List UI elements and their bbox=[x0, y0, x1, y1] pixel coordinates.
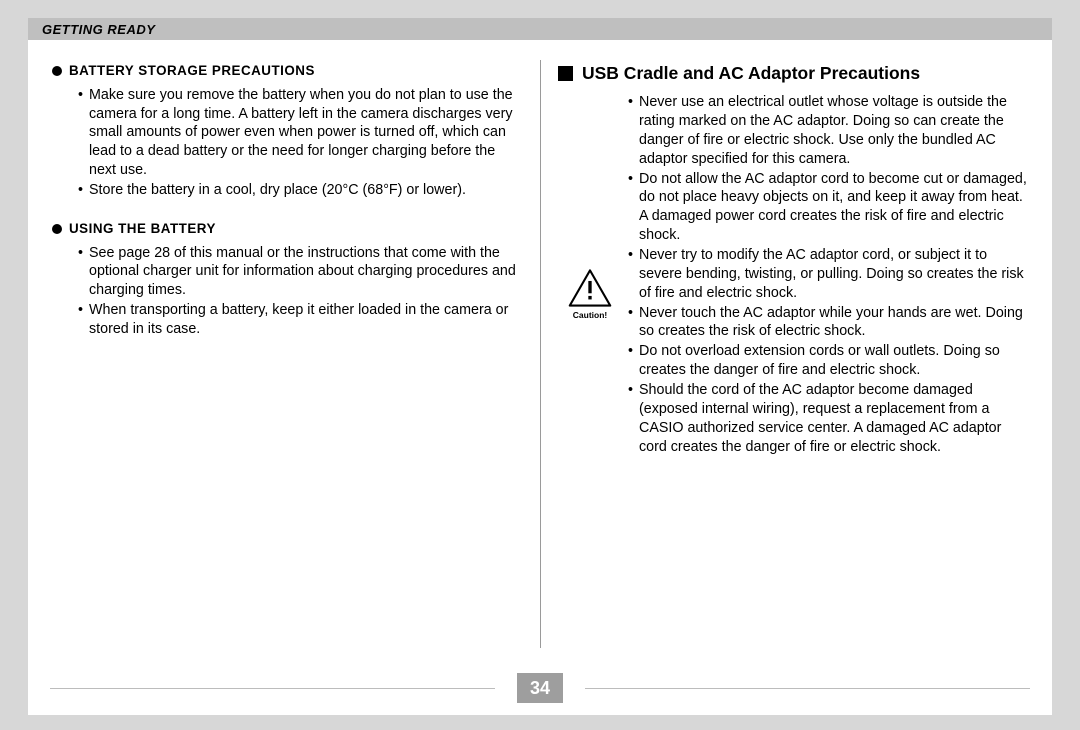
list-item: When transporting a battery, keep it eit… bbox=[78, 301, 522, 339]
caution-block: Caution! bbox=[558, 268, 622, 321]
caution-triangle-icon bbox=[568, 268, 612, 308]
list-item: See page 28 of this manual or the instru… bbox=[78, 244, 522, 301]
list-item: Do not allow the AC adaptor cord to beco… bbox=[628, 170, 1028, 245]
using-battery-list: See page 28 of this manual or the instru… bbox=[52, 244, 522, 339]
list-item: Never use an electrical outlet whose vol… bbox=[628, 93, 1028, 168]
page-container: GETTING READY BATTERY STORAGE PRECAUTION… bbox=[0, 0, 1080, 730]
caution-label: Caution! bbox=[573, 310, 607, 321]
right-column: USB Cradle and AC Adaptor Precautions Ca… bbox=[540, 40, 1052, 668]
footer-rule-left bbox=[50, 688, 495, 689]
list-item: Make sure you remove the battery when yo… bbox=[78, 86, 522, 180]
page-number: 34 bbox=[530, 678, 550, 699]
section-title: BATTERY STORAGE PRECAUTIONS bbox=[69, 62, 315, 80]
content-columns: BATTERY STORAGE PRECAUTIONS Make sure yo… bbox=[28, 40, 1052, 668]
list-item: Should the cord of the AC adaptor become… bbox=[628, 381, 1028, 456]
usb-heading-row: USB Cradle and AC Adaptor Precautions bbox=[558, 62, 1028, 85]
left-column: BATTERY STORAGE PRECAUTIONS Make sure yo… bbox=[28, 40, 540, 668]
page-inner: GETTING READY BATTERY STORAGE PRECAUTION… bbox=[28, 18, 1052, 715]
page-footer: 34 bbox=[28, 671, 1052, 705]
section-heading-using-battery: USING THE BATTERY bbox=[52, 220, 522, 238]
right-body: Caution! Never use an electrical outlet … bbox=[558, 93, 1028, 457]
page-number-box: 34 bbox=[517, 673, 563, 703]
battery-storage-list: Make sure you remove the battery when yo… bbox=[52, 86, 522, 200]
list-item: Never try to modify the AC adaptor cord,… bbox=[628, 246, 1028, 303]
section-heading-battery-storage: BATTERY STORAGE PRECAUTIONS bbox=[52, 62, 522, 80]
header-title: GETTING READY bbox=[42, 22, 155, 37]
square-icon bbox=[558, 66, 573, 81]
list-item: Never touch the AC adaptor while your ha… bbox=[628, 304, 1028, 342]
list-item: Do not overload extension cords or wall … bbox=[628, 342, 1028, 380]
section-title: USING THE BATTERY bbox=[69, 220, 216, 238]
bullet-dot-icon bbox=[52, 224, 62, 234]
header-bar: GETTING READY bbox=[28, 18, 1052, 40]
usb-precautions-list-wrap: Never use an electrical outlet whose vol… bbox=[622, 93, 1028, 457]
usb-heading: USB Cradle and AC Adaptor Precautions bbox=[582, 62, 920, 85]
footer-rule-right bbox=[585, 688, 1030, 689]
bullet-dot-icon bbox=[52, 66, 62, 76]
usb-precautions-list: Never use an electrical outlet whose vol… bbox=[628, 93, 1028, 456]
list-item: Store the battery in a cool, dry place (… bbox=[78, 181, 522, 200]
